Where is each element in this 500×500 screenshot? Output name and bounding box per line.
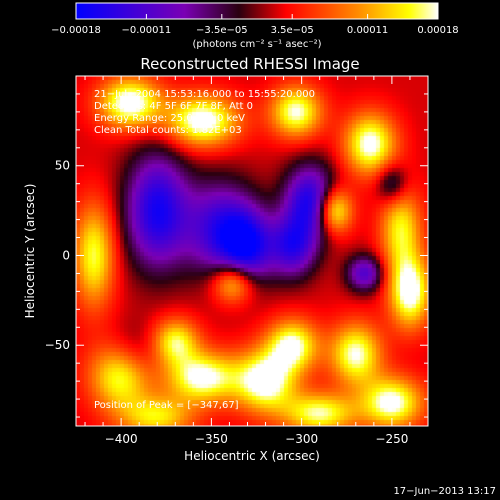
y-tick-label: −50 [45,338,70,352]
colorbar-tick-label: 3.5e−05 [271,25,314,36]
y-axis-ticks: −50 0 50 [45,75,428,418]
y-tick-label: 50 [55,159,70,173]
y-tick-label: 0 [62,248,70,262]
annotation-time-range: 21−Jul−2004 15:53:16.000 to 15:55:20.000 [94,89,315,100]
colorbar [75,2,439,20]
x-tick-label: −350 [195,432,228,446]
x-tick-label: −300 [285,432,318,446]
colorbar-ticks [75,14,439,19]
x-tick-label: −400 [105,432,138,446]
footer-timestamp: 17−Jun−2013 13:17 [393,486,496,497]
plot-frame [75,75,429,427]
colorbar-tick-label: −0.00011 [122,25,172,36]
colorbar-tick-label: 0.00018 [417,25,458,36]
x-tick-label: −250 [375,432,408,446]
x-axis-label: Heliocentric X (arcsec) [184,449,320,463]
heatmap-image [76,76,428,426]
chart-title: Reconstructed RHESSI Image [140,55,359,73]
annotation-clean-counts: Clean Total counts: 1.82E+03 [94,125,242,136]
colorbar-unit-label: (photons cm⁻² s⁻¹ asec⁻²) [192,39,321,50]
colorbar-tick-label: −0.00018 [51,25,101,36]
x-axis-ticks: −400 −350 −300 −250 [84,76,429,446]
annotation-energy-range: Energy Range: 25.0−50.0 keV [94,113,245,124]
y-axis-label: Heliocentric Y (arcsec) [23,184,37,319]
colorbar-tick-labels: −0.00018 −0.00011 −3.5e−05 3.5e−05 0.00011 0.… [51,25,459,36]
colorbar-tick-label: 0.00011 [347,25,388,36]
colorbar-tick-label: −3.5e−05 [196,25,248,36]
annotation-peak-position: Position of Peak = [−347,67] [94,400,239,411]
annotation-detectors: Detectors: 4F 5F 6F 7F 8F, Att 0 [94,101,253,112]
